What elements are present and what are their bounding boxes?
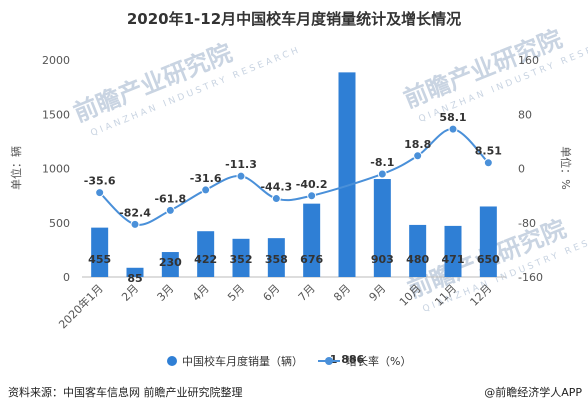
bar-value-label: 352: [230, 253, 253, 266]
right-tick-label: -160: [518, 271, 543, 284]
source-text: 资料来源：中国客车信息网 前瞻产业研究院整理: [8, 385, 243, 399]
bar: [303, 203, 321, 277]
x-tick-label: 8月: [331, 282, 353, 304]
line-value-label: -61.8: [154, 192, 186, 205]
line-value-label: -8.1: [370, 156, 394, 169]
line-point: [130, 219, 140, 229]
line-value-label: -82.4: [119, 206, 151, 219]
chart-title: 2020年1-12月中国校车月度销量统计及增长情况: [127, 10, 461, 28]
x-tick-label: 3月: [155, 282, 177, 304]
bar-value-label: 455: [88, 253, 111, 266]
x-tick-label: 2月: [119, 282, 141, 304]
right-axis-label: 单位：%: [559, 146, 573, 189]
line-point: [448, 124, 458, 134]
line-value-label: -44.3: [260, 181, 292, 194]
bar: [197, 231, 215, 277]
line-value-label: -35.6: [84, 175, 116, 188]
right-tick-label: 0: [518, 163, 525, 176]
left-tick-label: 1000: [42, 163, 70, 176]
right-tick-label: 80: [518, 108, 532, 121]
bar-value-label: 676: [300, 253, 323, 266]
bar-value-label: 480: [406, 253, 429, 266]
bar: [161, 252, 179, 277]
brand-text: @前瞻经济学人APP: [484, 385, 582, 399]
bar-labels: 455 85 230 422 352 358 676 1 886 903 480 471 650: [88, 253, 500, 366]
line-value-label: -40.2: [296, 178, 328, 191]
line-labels: -35.6 -82.4-61.8 -31.6-11.3-44.3 -40.2 -8.1 1…: [84, 111, 502, 219]
bar-value-label: 422: [194, 253, 217, 266]
left-tick-label: 2000: [42, 54, 70, 67]
left-tick-label: 0: [63, 271, 70, 284]
line-series: [95, 124, 493, 229]
x-tick-label: 5月: [225, 282, 247, 304]
bar: [338, 72, 356, 277]
bar: [409, 224, 427, 277]
legend: 中国校车月度销量（辆） 增长率（%）: [167, 354, 411, 368]
right-tick-label: 160: [518, 54, 539, 67]
bar: [232, 238, 250, 277]
line-point: [165, 205, 175, 215]
bar-value-label: 358: [265, 253, 288, 266]
bar-value-label: 903: [371, 253, 394, 266]
line-point: [95, 188, 105, 198]
line-point: [413, 151, 423, 161]
bar-value-label: 230: [159, 256, 182, 269]
bar-value-label: 85: [127, 272, 142, 285]
x-tick-label: 7月: [296, 282, 318, 304]
bar-value-label: 471: [442, 253, 465, 266]
legend-line-dot: [325, 357, 333, 365]
line-value-label: 18.8: [404, 138, 431, 151]
watermark-group: 前瞻产业研究院 QIANZHAN INDUSTRY RESEARCH 前瞻产业研…: [70, 25, 588, 315]
bar-value-label: 650: [477, 253, 500, 266]
line-value-label: 58.1: [439, 111, 466, 124]
line-point: [483, 158, 493, 168]
bar: [91, 227, 109, 277]
bar: [479, 206, 497, 277]
line-point: [271, 194, 281, 204]
legend-line-label: 增长率（%）: [346, 354, 411, 368]
x-tick-label: 4月: [190, 282, 212, 304]
legend-bar-marker: [167, 356, 177, 366]
bar: [126, 267, 144, 277]
right-axis: -160 -80 0 80 160: [518, 54, 543, 284]
x-tick-label: 6月: [261, 282, 283, 304]
bar: [373, 179, 391, 277]
x-tick-label: 2020年1月: [56, 281, 106, 331]
left-axis-label: 单位：辆: [9, 146, 23, 190]
left-tick-label: 1500: [42, 108, 70, 121]
bar: [444, 225, 462, 277]
line-point: [377, 169, 387, 179]
legend-bar-label: 中国校车月度销量（辆）: [182, 354, 303, 368]
x-tick-label: 9月: [367, 282, 389, 304]
line-point: [236, 171, 246, 181]
line-point: [307, 191, 317, 201]
bar: [267, 238, 285, 277]
line-value-label: 8.51: [475, 145, 502, 158]
bar-series: [91, 72, 497, 277]
left-tick-label: 500: [49, 217, 70, 230]
right-tick-label: -80: [518, 217, 536, 230]
bar-value-label: 1 886: [330, 353, 365, 366]
line-point: [201, 185, 211, 195]
left-axis: 0 500 1000 1500 2000: [42, 54, 70, 284]
line-value-label: -31.6: [190, 172, 222, 185]
line-value-label: -11.3: [225, 158, 257, 171]
